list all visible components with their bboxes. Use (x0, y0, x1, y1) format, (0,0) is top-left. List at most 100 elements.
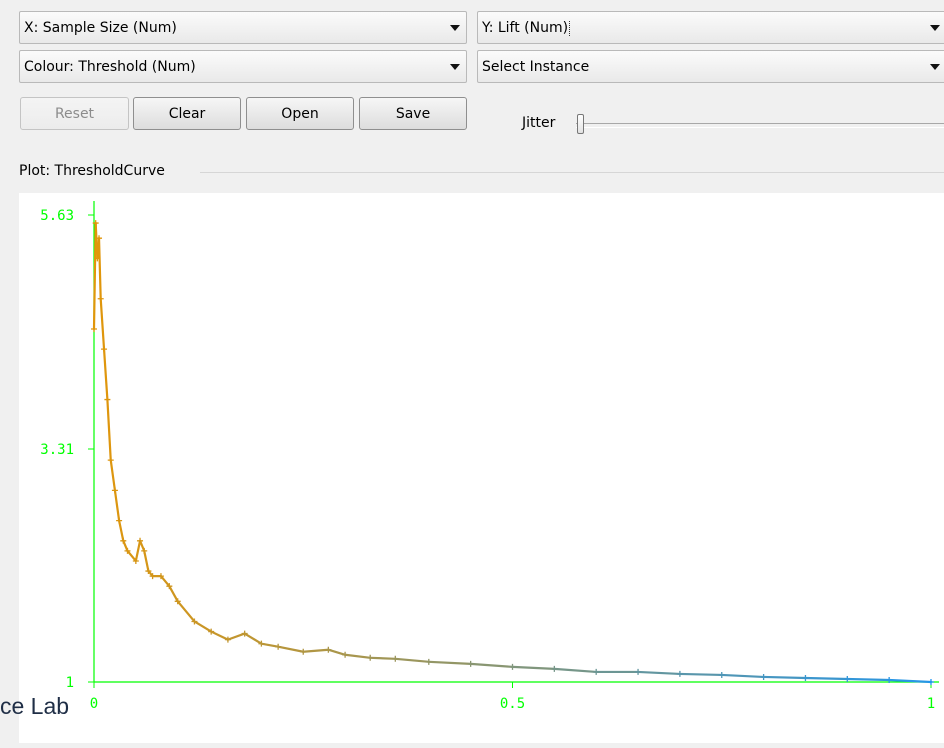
plot-title: Plot: ThresholdCurve (19, 163, 165, 179)
data-point (137, 537, 144, 544)
data-point (166, 583, 173, 590)
data-point (111, 487, 118, 494)
series-segment (427, 660, 472, 665)
chevron-down-icon (450, 24, 460, 31)
data-point (392, 655, 399, 662)
data-point (124, 547, 131, 554)
series-segment (193, 620, 213, 633)
series-segment (159, 574, 171, 588)
watermark-text: ce Lab (0, 693, 70, 719)
data-point (174, 598, 181, 605)
y-axis-select-label: Y: Lift (Num) (482, 19, 571, 36)
series-segment (327, 648, 347, 656)
data-point (425, 658, 432, 665)
instance-select[interactable]: Select Instance (477, 50, 944, 83)
jitter-slider[interactable] (576, 112, 944, 138)
chevron-down-icon (450, 63, 460, 70)
series-segment (118, 519, 125, 542)
data-point (467, 660, 474, 667)
data-point (300, 648, 307, 655)
data-point (132, 557, 139, 564)
series-segment (636, 670, 682, 676)
data-point (928, 679, 934, 685)
series-segment (97, 237, 102, 300)
data-point (149, 573, 156, 580)
data-point (116, 517, 123, 524)
open-button[interactable]: Open (246, 97, 354, 130)
series-segment (511, 665, 556, 670)
jitter-slider-track (576, 123, 944, 128)
series-segment (226, 632, 246, 641)
colour-select[interactable]: Colour: Threshold (Num) (19, 50, 467, 83)
data-point (676, 670, 683, 677)
data-point (94, 255, 101, 262)
data-point (120, 537, 127, 544)
series-segment (109, 458, 117, 492)
series-segment (243, 632, 263, 645)
series-segment (277, 645, 305, 653)
y-tick-label: 5.63 (40, 208, 74, 224)
plot-area[interactable]: 1 3.31 5.63 0 0.5 1 (19, 193, 944, 743)
data-point (802, 674, 809, 681)
chevron-down-icon (930, 63, 940, 70)
data-point (157, 573, 164, 580)
data-point (718, 671, 725, 678)
x-tick-label: 0.5 (500, 696, 525, 712)
data-point (101, 346, 108, 353)
series-segment (92, 221, 97, 331)
instance-select-label: Select Instance (482, 58, 590, 75)
series-segment (369, 656, 397, 660)
series-segment (888, 678, 933, 684)
data-point (104, 396, 111, 403)
y-tick-label: 1 (66, 675, 74, 691)
x-tick-label: 1 (927, 696, 935, 712)
x-tick-label: 0 (90, 696, 98, 712)
series-segment (469, 662, 514, 668)
series-segment (553, 667, 598, 674)
data-point (760, 673, 767, 680)
series-segment (210, 630, 230, 641)
data-point (593, 668, 600, 675)
data-point (275, 643, 282, 650)
series-segment (102, 348, 109, 401)
series-segment (344, 653, 372, 659)
jitter-slider-thumb[interactable] (577, 114, 584, 134)
series-segment (302, 648, 330, 653)
reset-button[interactable]: Reset (20, 97, 129, 130)
series-segment (846, 677, 891, 682)
series-segment (804, 676, 849, 681)
x-axis-select-label: X: Sample Size (Num) (24, 19, 177, 36)
series-segment (720, 673, 765, 679)
data-point (145, 568, 152, 575)
data-point (107, 457, 114, 464)
series-segment (134, 539, 142, 563)
data-point (224, 636, 231, 643)
y-tick-label: 3.31 (40, 442, 74, 458)
y-axis-select[interactable]: Y: Lift (Num) (477, 11, 944, 44)
jitter-label: Jitter (522, 115, 556, 131)
series-segment (113, 489, 121, 522)
clear-button[interactable]: Clear (133, 97, 241, 130)
series-segment (122, 539, 129, 552)
data-point (191, 618, 198, 625)
x-axis-select[interactable]: X: Sample Size (Num) (19, 11, 467, 44)
series-segment (138, 539, 146, 552)
data-point (844, 675, 851, 682)
save-button[interactable]: Save (359, 97, 467, 130)
series-segment (394, 657, 430, 663)
colour-select-label: Colour: Threshold (Num) (24, 58, 196, 75)
data-point (208, 628, 215, 635)
data-point (92, 220, 99, 227)
data-point (141, 547, 148, 554)
data-point (325, 646, 332, 653)
data-point (367, 654, 374, 661)
data-point (97, 295, 104, 302)
series-segment (143, 549, 150, 573)
threshold-curve-chart: 1 3.31 5.63 0 0.5 1 (40, 201, 939, 712)
series-segment (678, 672, 723, 677)
data-point (551, 665, 558, 672)
data-point (258, 640, 265, 647)
plot-title-divider (200, 172, 944, 173)
chevron-down-icon (930, 24, 940, 31)
data-point (91, 325, 97, 332)
